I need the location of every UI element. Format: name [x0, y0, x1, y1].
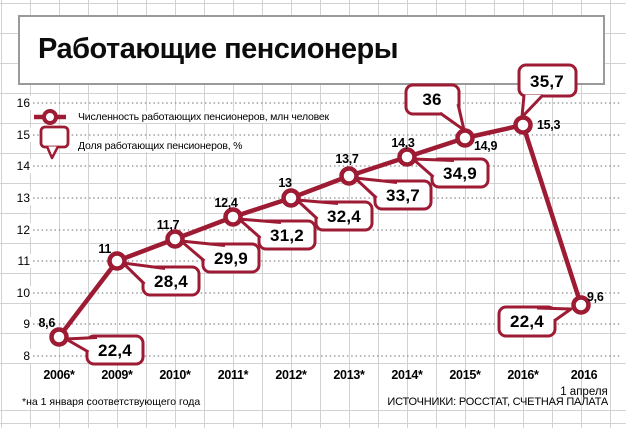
svg-text:33,7: 33,7 — [386, 186, 420, 205]
source-credit: ИСТОЧНИКИ: РОССТАТ, СЧЕТНАЯ ПАЛАТА — [387, 396, 608, 408]
svg-text:22,4: 22,4 — [510, 312, 544, 331]
share-bubble: 28,4 — [121, 261, 201, 297]
axis-footer-band — [0, 364, 626, 411]
data-point — [107, 251, 127, 271]
point-value-label: 13 — [278, 176, 292, 190]
data-point-markers — [49, 115, 591, 347]
share-bubbles: 22,4 28,4 29,9 31,2 32,4 — [64, 63, 578, 366]
point-value-label: 15,3 — [537, 118, 560, 132]
y-tick-label: 12 — [17, 223, 31, 237]
y-tick-label: 15 — [17, 128, 31, 142]
point-value-label: 11 — [98, 242, 111, 256]
x-tick-label: 2016* — [507, 368, 539, 382]
data-point — [165, 229, 185, 249]
data-point — [49, 327, 69, 347]
y-tick-label: 10 — [17, 286, 31, 300]
data-point — [281, 188, 301, 208]
point-value-label: 9,6 — [587, 290, 604, 304]
svg-text:31,2: 31,2 — [270, 226, 304, 245]
share-bubble: 33,7 — [353, 176, 433, 211]
share-bubble: 35,7 — [517, 63, 578, 119]
share-bubble: 29,9 — [179, 239, 261, 274]
x-tick-label: 2014* — [391, 368, 423, 382]
svg-text:29,9: 29,9 — [214, 249, 248, 268]
y-axis: 16 15 14 13 12 11 10 9 8 — [6, 96, 32, 363]
data-point — [223, 207, 243, 227]
page-title: Работающие пенсионеры — [38, 33, 399, 65]
svg-text:22,4: 22,4 — [98, 341, 132, 360]
share-bubble: 36 — [404, 83, 466, 132]
x-tick-label: 2016 — [571, 368, 598, 382]
point-value-labels: 8,6 11 11,7 12,4 13 13,7 14,3 14,9 15,3 … — [39, 118, 605, 330]
x-tick-label: 2013* — [333, 368, 365, 382]
y-tick-label: 13 — [17, 191, 31, 205]
data-point — [339, 166, 359, 186]
point-value-label: 14,3 — [391, 136, 414, 150]
y-tick-label: 11 — [18, 254, 31, 268]
x-tick-label: 2009* — [101, 368, 133, 382]
legend-line-marker-icon — [34, 109, 66, 125]
point-value-label: 14,9 — [474, 139, 497, 153]
svg-text:36: 36 — [422, 90, 441, 109]
y-tick-label: 16 — [17, 96, 31, 110]
share-bubble: 31,2 — [237, 217, 317, 251]
data-point — [397, 147, 417, 167]
point-value-label: 12,4 — [214, 196, 237, 210]
svg-text:34,9: 34,9 — [443, 164, 477, 183]
svg-text:28,4: 28,4 — [154, 272, 188, 291]
data-point — [513, 115, 533, 135]
y-tick-label: 14 — [17, 159, 31, 173]
x-tick-label: 2012* — [275, 368, 307, 382]
y-tick-label: 8 — [23, 349, 30, 363]
share-bubble: 22,4 — [497, 305, 573, 338]
share-bubble: 22,4 — [64, 334, 145, 366]
data-point — [455, 128, 475, 148]
x-tick-label: 2010* — [159, 368, 191, 382]
y-tick-label: 9 — [23, 317, 30, 331]
svg-text:32,4: 32,4 — [327, 207, 361, 226]
series-line — [56, 122, 584, 340]
point-value-label: 13,7 — [335, 152, 358, 166]
legend-item-share: Доля работающих пенсионеров, % — [76, 140, 245, 152]
data-point — [571, 295, 591, 315]
legend-item-count: Численность работающих пенсионеров, млн … — [76, 111, 331, 123]
x-axis: 2006* 2009* 2010* 2011* 2012* 2013* 2014… — [43, 368, 607, 398]
svg-text:35,7: 35,7 — [530, 72, 564, 91]
title-card: Работающие пенсионеры — [18, 15, 605, 85]
point-value-label: 8,6 — [39, 316, 56, 330]
x-tick-sublabel: 1 апреля — [560, 386, 608, 398]
point-value-label: 11,7 — [157, 218, 180, 232]
footnote: *на 1 января соответствующего года — [22, 396, 200, 408]
x-tick-label: 2015* — [449, 368, 481, 382]
x-tick-label: 2011* — [218, 368, 249, 382]
legend-speech-bubble-icon — [39, 125, 70, 160]
x-tick-label: 2006* — [43, 368, 75, 382]
